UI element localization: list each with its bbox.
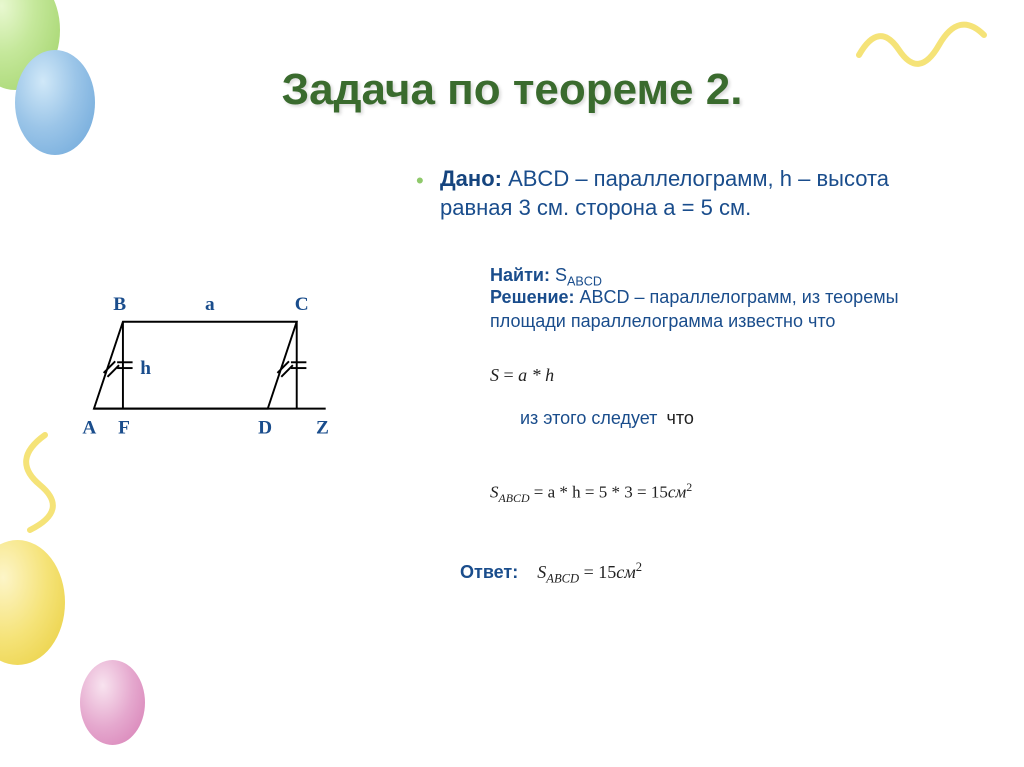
ans-sub: ABCD xyxy=(546,572,579,586)
label-D: D xyxy=(258,418,272,439)
ans-sup: 2 xyxy=(636,560,642,574)
label-F: F xyxy=(118,418,130,439)
slide-title: Задача по теореме 2. xyxy=(0,65,1024,115)
ans-eq: = 15 xyxy=(579,562,616,582)
balloon-yellow xyxy=(0,540,65,665)
balloon-pink xyxy=(80,660,145,745)
given-block: Дано: ABCD – параллелограмм, h – высота … xyxy=(440,165,964,222)
solution-label: Решение: xyxy=(490,287,575,307)
follows-tail: что xyxy=(666,408,693,428)
find-value-prefix: S xyxy=(550,265,567,285)
find-label: Найти: xyxy=(490,265,550,285)
ans-prefix: S xyxy=(537,562,546,582)
f2-unit: см xyxy=(668,483,686,502)
solution-block: Решение: ABCD – параллелограмм, из теоре… xyxy=(490,285,944,334)
formula-result: SABCD = a * h = 5 * 3 = 15см2 xyxy=(490,480,692,506)
label-C: C xyxy=(295,294,309,315)
f2-lhs-sub: ABCD xyxy=(499,491,530,505)
label-A: A xyxy=(82,418,96,439)
label-a: a xyxy=(205,294,215,315)
label-B: B xyxy=(113,294,126,315)
formula-area: S = a * h xyxy=(490,365,554,386)
answer-block: Ответ: SABCD = 15см2 xyxy=(460,560,642,587)
follows-phrase: из этого следует xyxy=(520,408,657,428)
f2-body: = a * h = 5 * 3 = 15 xyxy=(530,483,668,502)
f2-sup: 2 xyxy=(686,480,692,494)
parallelogram-diagram: B a C h A F D Z xyxy=(65,270,345,470)
answer-label: Ответ: xyxy=(460,562,518,582)
given-label: Дано: xyxy=(440,166,502,191)
ans-unit: см xyxy=(616,562,635,582)
f1-eq: = xyxy=(499,365,518,385)
given-text: ABCD – параллелограмм, h – высота равная… xyxy=(440,166,889,220)
f1-lhs: S xyxy=(490,365,499,385)
follows-line: из этого следует что xyxy=(520,408,694,429)
label-h: h xyxy=(140,358,151,379)
f2-lhs: S xyxy=(490,483,499,502)
f1-rhs: a * h xyxy=(518,365,554,385)
label-Z: Z xyxy=(316,418,329,439)
